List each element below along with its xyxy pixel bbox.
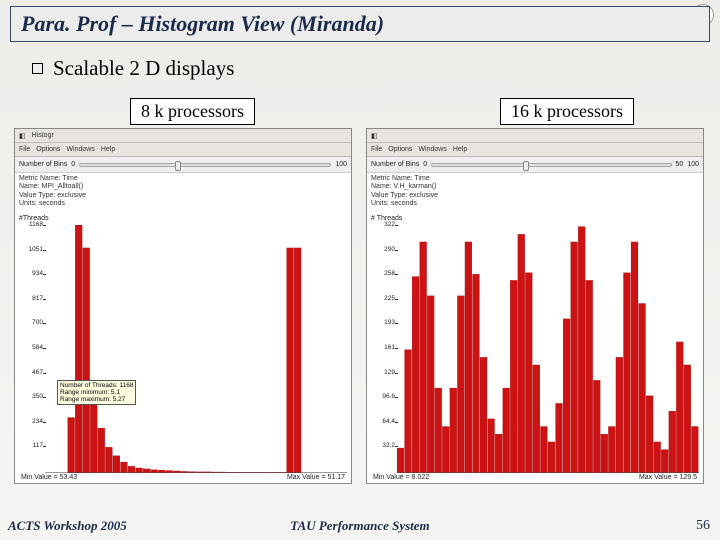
right-min-value: Min Value = 8.022 [373, 474, 429, 481]
right-ytick: 193 [371, 319, 395, 326]
slider-mid-r: 50 [676, 161, 684, 168]
title-bar: Para. Prof – Histogram View (Miranda) [10, 6, 710, 42]
footer-center: TAU Performance System [0, 518, 720, 534]
slider-label-r: Number of Bins [371, 161, 419, 168]
slide-root: T Para. Prof – Histogram View (Miranda) … [0, 0, 720, 540]
right-ytick: 258 [371, 270, 395, 277]
right-menu-items: File Options Windows Help [367, 143, 703, 157]
left-histogram-window: ◧ Histogr File Options Windows Help Numb… [14, 128, 352, 484]
slider-label: Number of Bins [19, 161, 67, 168]
right-ytick: 290 [371, 246, 395, 253]
left-min-value: Min Value = 53.43 [21, 474, 77, 481]
left-ytick: 700 [19, 319, 43, 326]
left-meta: Metric Name: Time Name: MPI_Alltoall() V… [15, 173, 351, 211]
right-bars-svg [397, 225, 699, 473]
caption-16k: 16 k processors [500, 98, 634, 125]
right-ytick: 96.6 [371, 393, 395, 400]
left-ytick: 467 [19, 369, 43, 376]
menu-windows-r[interactable]: Windows [418, 146, 446, 153]
right-ytick: 32.2 [371, 442, 395, 449]
right-meta: Metric Name: Time Name: V.H_karman() Val… [367, 173, 703, 211]
slider-min: 0 [71, 161, 75, 168]
right-meta-1: Name: V.H_karman() [371, 183, 699, 191]
left-ytick: 350 [19, 393, 43, 400]
right-ytick: 129 [371, 369, 395, 376]
left-chart-body: 11681051934817700584467350234117 Number … [15, 225, 351, 469]
slider-max-r: 100 [687, 161, 699, 168]
right-meta-0: Metric Name: Time [371, 175, 699, 183]
caption-8k: 8 k processors [130, 98, 255, 125]
left-ytick: 817 [19, 295, 43, 302]
menu-file-r[interactable]: File [371, 146, 382, 153]
left-slider-track[interactable] [79, 163, 331, 167]
right-meta-3: Units: seconds [371, 200, 699, 208]
bullet-text: Scalable 2 D displays [53, 56, 234, 81]
left-menubar: ◧ Histogr [15, 129, 351, 143]
left-ytick: 1051 [19, 246, 43, 253]
left-window-icon: ◧ [19, 132, 26, 140]
left-meta-2: Value Type: exclusive [19, 192, 347, 200]
menu-help-r[interactable]: Help [453, 146, 467, 153]
menu-windows[interactable]: Windows [66, 146, 94, 153]
slide-title: Para. Prof – Histogram View (Miranda) [21, 11, 384, 37]
right-ytick: 64.4 [371, 418, 395, 425]
left-ytick: 1168 [19, 221, 43, 228]
right-chart-body: 32229025822519316112996.664.432.2 [367, 225, 703, 469]
left-slider-thumb[interactable] [175, 161, 181, 171]
tooltip-line-1: Range minimum: 5.1 [60, 389, 133, 396]
left-ytick: 234 [19, 418, 43, 425]
menu-options-r[interactable]: Options [388, 146, 412, 153]
left-meta-1: Name: MPI_Alltoall() [19, 183, 347, 191]
left-menu-items: File Options Windows Help [15, 143, 351, 157]
right-slider-track[interactable] [431, 163, 671, 167]
left-bars-svg [45, 225, 347, 473]
right-menubar: ◧ [367, 129, 703, 143]
right-window-icon: ◧ [371, 132, 378, 140]
left-tooltip: Number of Threads: 1168 Range minimum: 5… [57, 380, 136, 405]
right-meta-2: Value Type: exclusive [371, 192, 699, 200]
bullet-row: Scalable 2 D displays [32, 56, 234, 81]
left-window-title: Histogr [32, 132, 54, 139]
right-histogram-window: ◧ File Options Windows Help Number of Bi… [366, 128, 704, 484]
left-ytick: 584 [19, 344, 43, 351]
slider-min-r: 0 [423, 161, 427, 168]
left-meta-0: Metric Name: Time [19, 175, 347, 183]
menu-options[interactable]: Options [36, 146, 60, 153]
bullet-square-icon [32, 63, 43, 74]
menu-file[interactable]: File [19, 146, 30, 153]
left-slider-bar: Number of Bins 0 100 [15, 157, 351, 173]
right-slider-bar: Number of Bins 0 50 100 [367, 157, 703, 173]
left-max-value: Max Value = 51.17 [287, 474, 345, 481]
tooltip-line-0: Number of Threads: 1168 [60, 382, 133, 389]
left-meta-3: Units: seconds [19, 200, 347, 208]
right-slider-thumb[interactable] [523, 161, 529, 171]
left-ytick: 117 [19, 442, 43, 449]
right-ytick: 225 [371, 295, 395, 302]
right-ytick: 322 [371, 221, 395, 228]
left-ytick: 934 [19, 270, 43, 277]
right-max-value: Max Value = 129.5 [639, 474, 697, 481]
right-ytick: 161 [371, 344, 395, 351]
footer-right: 56 [696, 518, 710, 534]
tooltip-line-2: Range maximum: 5.27 [60, 396, 133, 403]
slider-max: 100 [335, 161, 347, 168]
menu-help[interactable]: Help [101, 146, 115, 153]
